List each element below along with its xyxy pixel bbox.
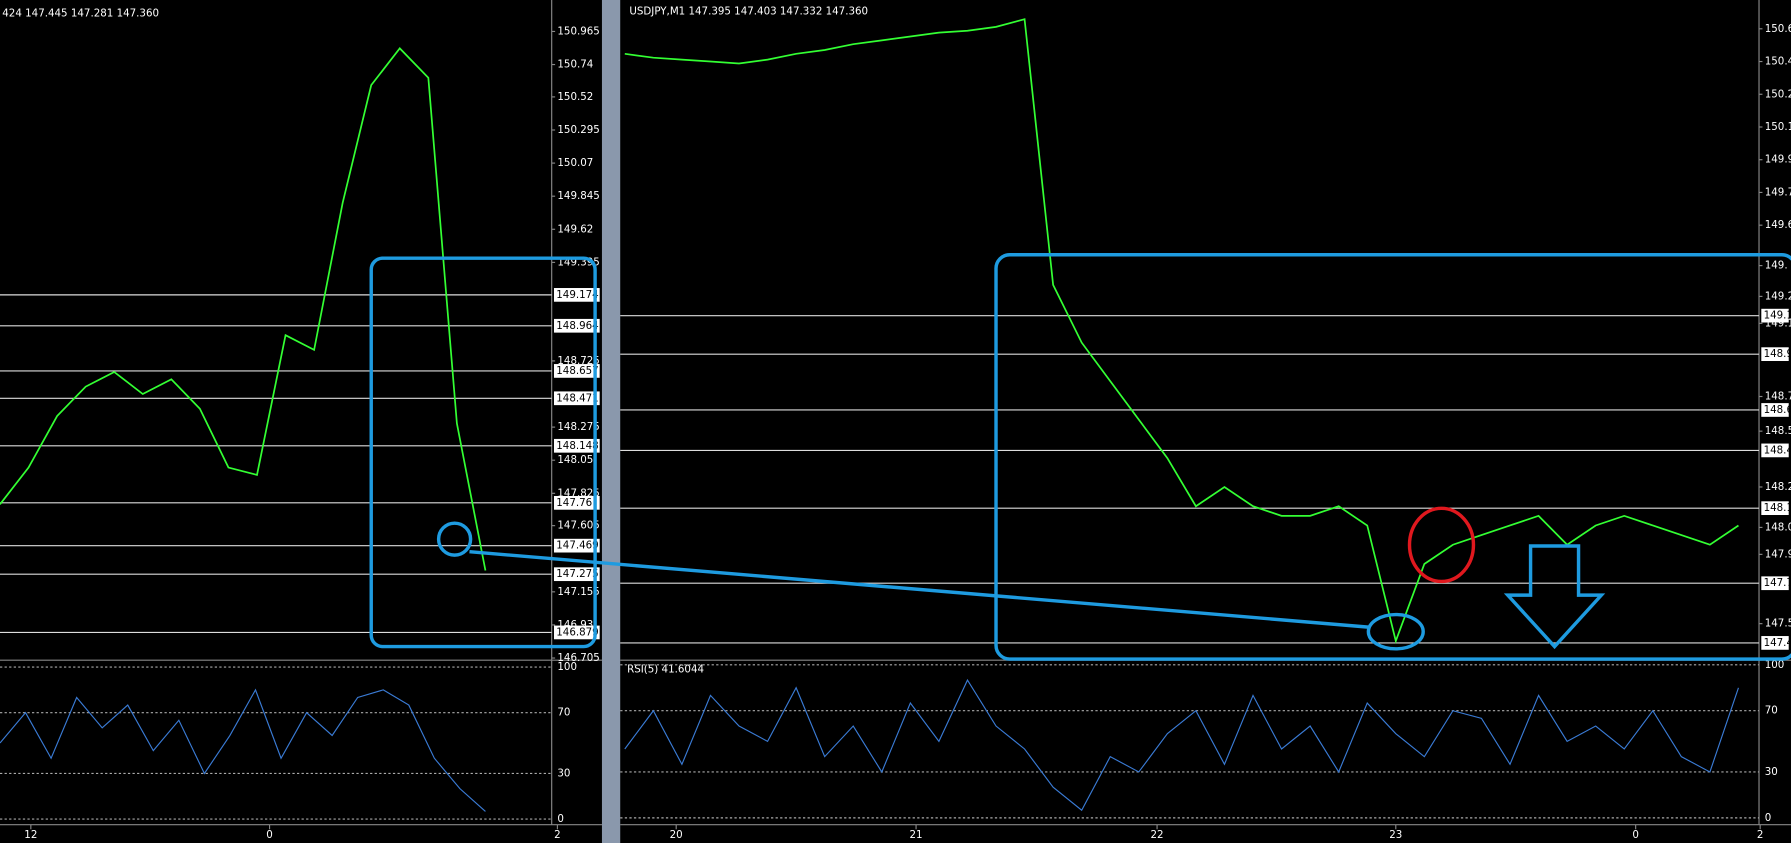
price-label: 149.845 <box>557 190 599 202</box>
price-label: 148.05 <box>557 454 593 466</box>
time-label: 2 <box>554 829 561 841</box>
price-label: 150.74 <box>557 59 593 71</box>
price-label: 148.275 <box>557 421 599 433</box>
rsi-tick-label: 70 <box>557 707 570 719</box>
price-label: 147.605 <box>557 520 599 532</box>
connector <box>469 550 1369 629</box>
price-label: 147.155 <box>557 586 599 598</box>
level-tag <box>553 318 600 333</box>
red-circle <box>1407 506 1476 584</box>
rsi-tick-label: 0 <box>557 813 564 825</box>
level-label: 147.469 <box>556 540 598 552</box>
level-label: 148.6 <box>1764 404 1791 416</box>
rsi-tick-label: 100 <box>1765 659 1785 671</box>
price-label: 147.5 <box>1765 618 1791 630</box>
price-label: 148.2 <box>1765 481 1791 493</box>
level-label: 148.964 <box>556 320 598 332</box>
price-label: 149. <box>1765 260 1788 272</box>
price-label: 150.07 <box>557 157 593 169</box>
level-tag <box>553 496 600 510</box>
price-label: 149.61 <box>1765 219 1791 231</box>
price-label: 147.9 <box>1765 548 1791 560</box>
level-tag <box>553 438 600 453</box>
time-label: 21 <box>910 829 923 841</box>
rsi-tick-label: 30 <box>1765 766 1778 778</box>
level-label: 147.275 <box>556 568 598 580</box>
level-tag <box>1761 308 1789 323</box>
panel-splitter <box>601 0 621 843</box>
level-label: 149.1 <box>1764 310 1791 322</box>
rsi-tick-label: 0 <box>1765 812 1772 824</box>
price-label: 148.0 <box>1765 521 1791 533</box>
rsi-tick-label: 30 <box>557 767 570 779</box>
price-label: 149.95 <box>1765 154 1791 166</box>
level-tag <box>553 364 600 378</box>
level-label: 146.879 <box>556 626 598 638</box>
header: USDJPY,M1 147.395 147.403 147.332 147.36… <box>629 5 868 17</box>
level-tag <box>553 538 600 553</box>
rsi-line <box>624 678 1739 812</box>
level-tag <box>553 625 600 640</box>
level-label: 148.471 <box>556 392 598 404</box>
level-label: 149.174 <box>556 289 598 301</box>
ellipse-marker <box>1366 612 1425 651</box>
price-label: 149.78 <box>1765 186 1791 198</box>
price-line <box>0 47 487 571</box>
time-label: 23 <box>1389 829 1402 841</box>
level-label: 147.7 <box>1764 577 1791 589</box>
header: 424 147.445 147.281 147.360 <box>2 8 159 20</box>
price-label: 150.295 <box>557 124 599 136</box>
time-label: 20 <box>670 829 683 841</box>
rsi-label: RSI(5) 41.6044 <box>627 663 704 675</box>
price-label: 149.2 <box>1765 290 1791 302</box>
level-tag <box>1761 501 1789 516</box>
level-label: 147.4 <box>1764 637 1791 649</box>
rsi-tick-label: 70 <box>1765 705 1778 717</box>
time-label: 12 <box>24 829 37 841</box>
level-tag <box>1761 443 1789 458</box>
price-label: 146.705 <box>557 652 599 664</box>
price-label: 148.5 <box>1765 425 1791 437</box>
level-label: 148.148 <box>556 440 598 452</box>
price-label: 150.52 <box>557 91 593 103</box>
level-label: 148.9 <box>1764 348 1791 360</box>
level-label: 148.1 <box>1764 502 1791 514</box>
highlight-box <box>369 256 597 649</box>
price-label: 150.29 <box>1765 88 1791 100</box>
price-label: 150.965 <box>557 25 599 37</box>
time-label: 22 <box>1151 829 1164 841</box>
circle-marker <box>436 521 473 557</box>
down-arrow <box>1503 544 1606 650</box>
time-label: 0 <box>1632 829 1639 841</box>
price-label: 150.46 <box>1765 56 1791 68</box>
price-label: 150.12 <box>1765 121 1791 133</box>
time-label: 2 <box>1757 829 1764 841</box>
level-tag <box>1761 347 1789 362</box>
annotations <box>369 253 1791 661</box>
level-tag <box>1761 636 1789 650</box>
level-label: 148.657 <box>556 365 598 377</box>
level-tag <box>553 391 600 406</box>
price-label: 148.7 <box>1765 391 1791 403</box>
level-label: 147.76 <box>556 497 592 509</box>
price-label: 150.63 <box>1765 23 1791 35</box>
level-tag <box>1761 576 1789 591</box>
time-label: 0 <box>266 829 273 841</box>
rsi-line <box>0 688 486 812</box>
level-tag <box>553 288 600 302</box>
level-tag <box>553 567 600 582</box>
level-label: 148.4 <box>1764 444 1791 456</box>
highlight-box <box>994 253 1791 661</box>
price-label: 149.62 <box>557 223 593 235</box>
level-tag <box>1761 403 1789 417</box>
price-line <box>624 18 1739 644</box>
price-label: 148.725 <box>557 355 599 367</box>
rsi-tick-label: 100 <box>557 661 577 673</box>
